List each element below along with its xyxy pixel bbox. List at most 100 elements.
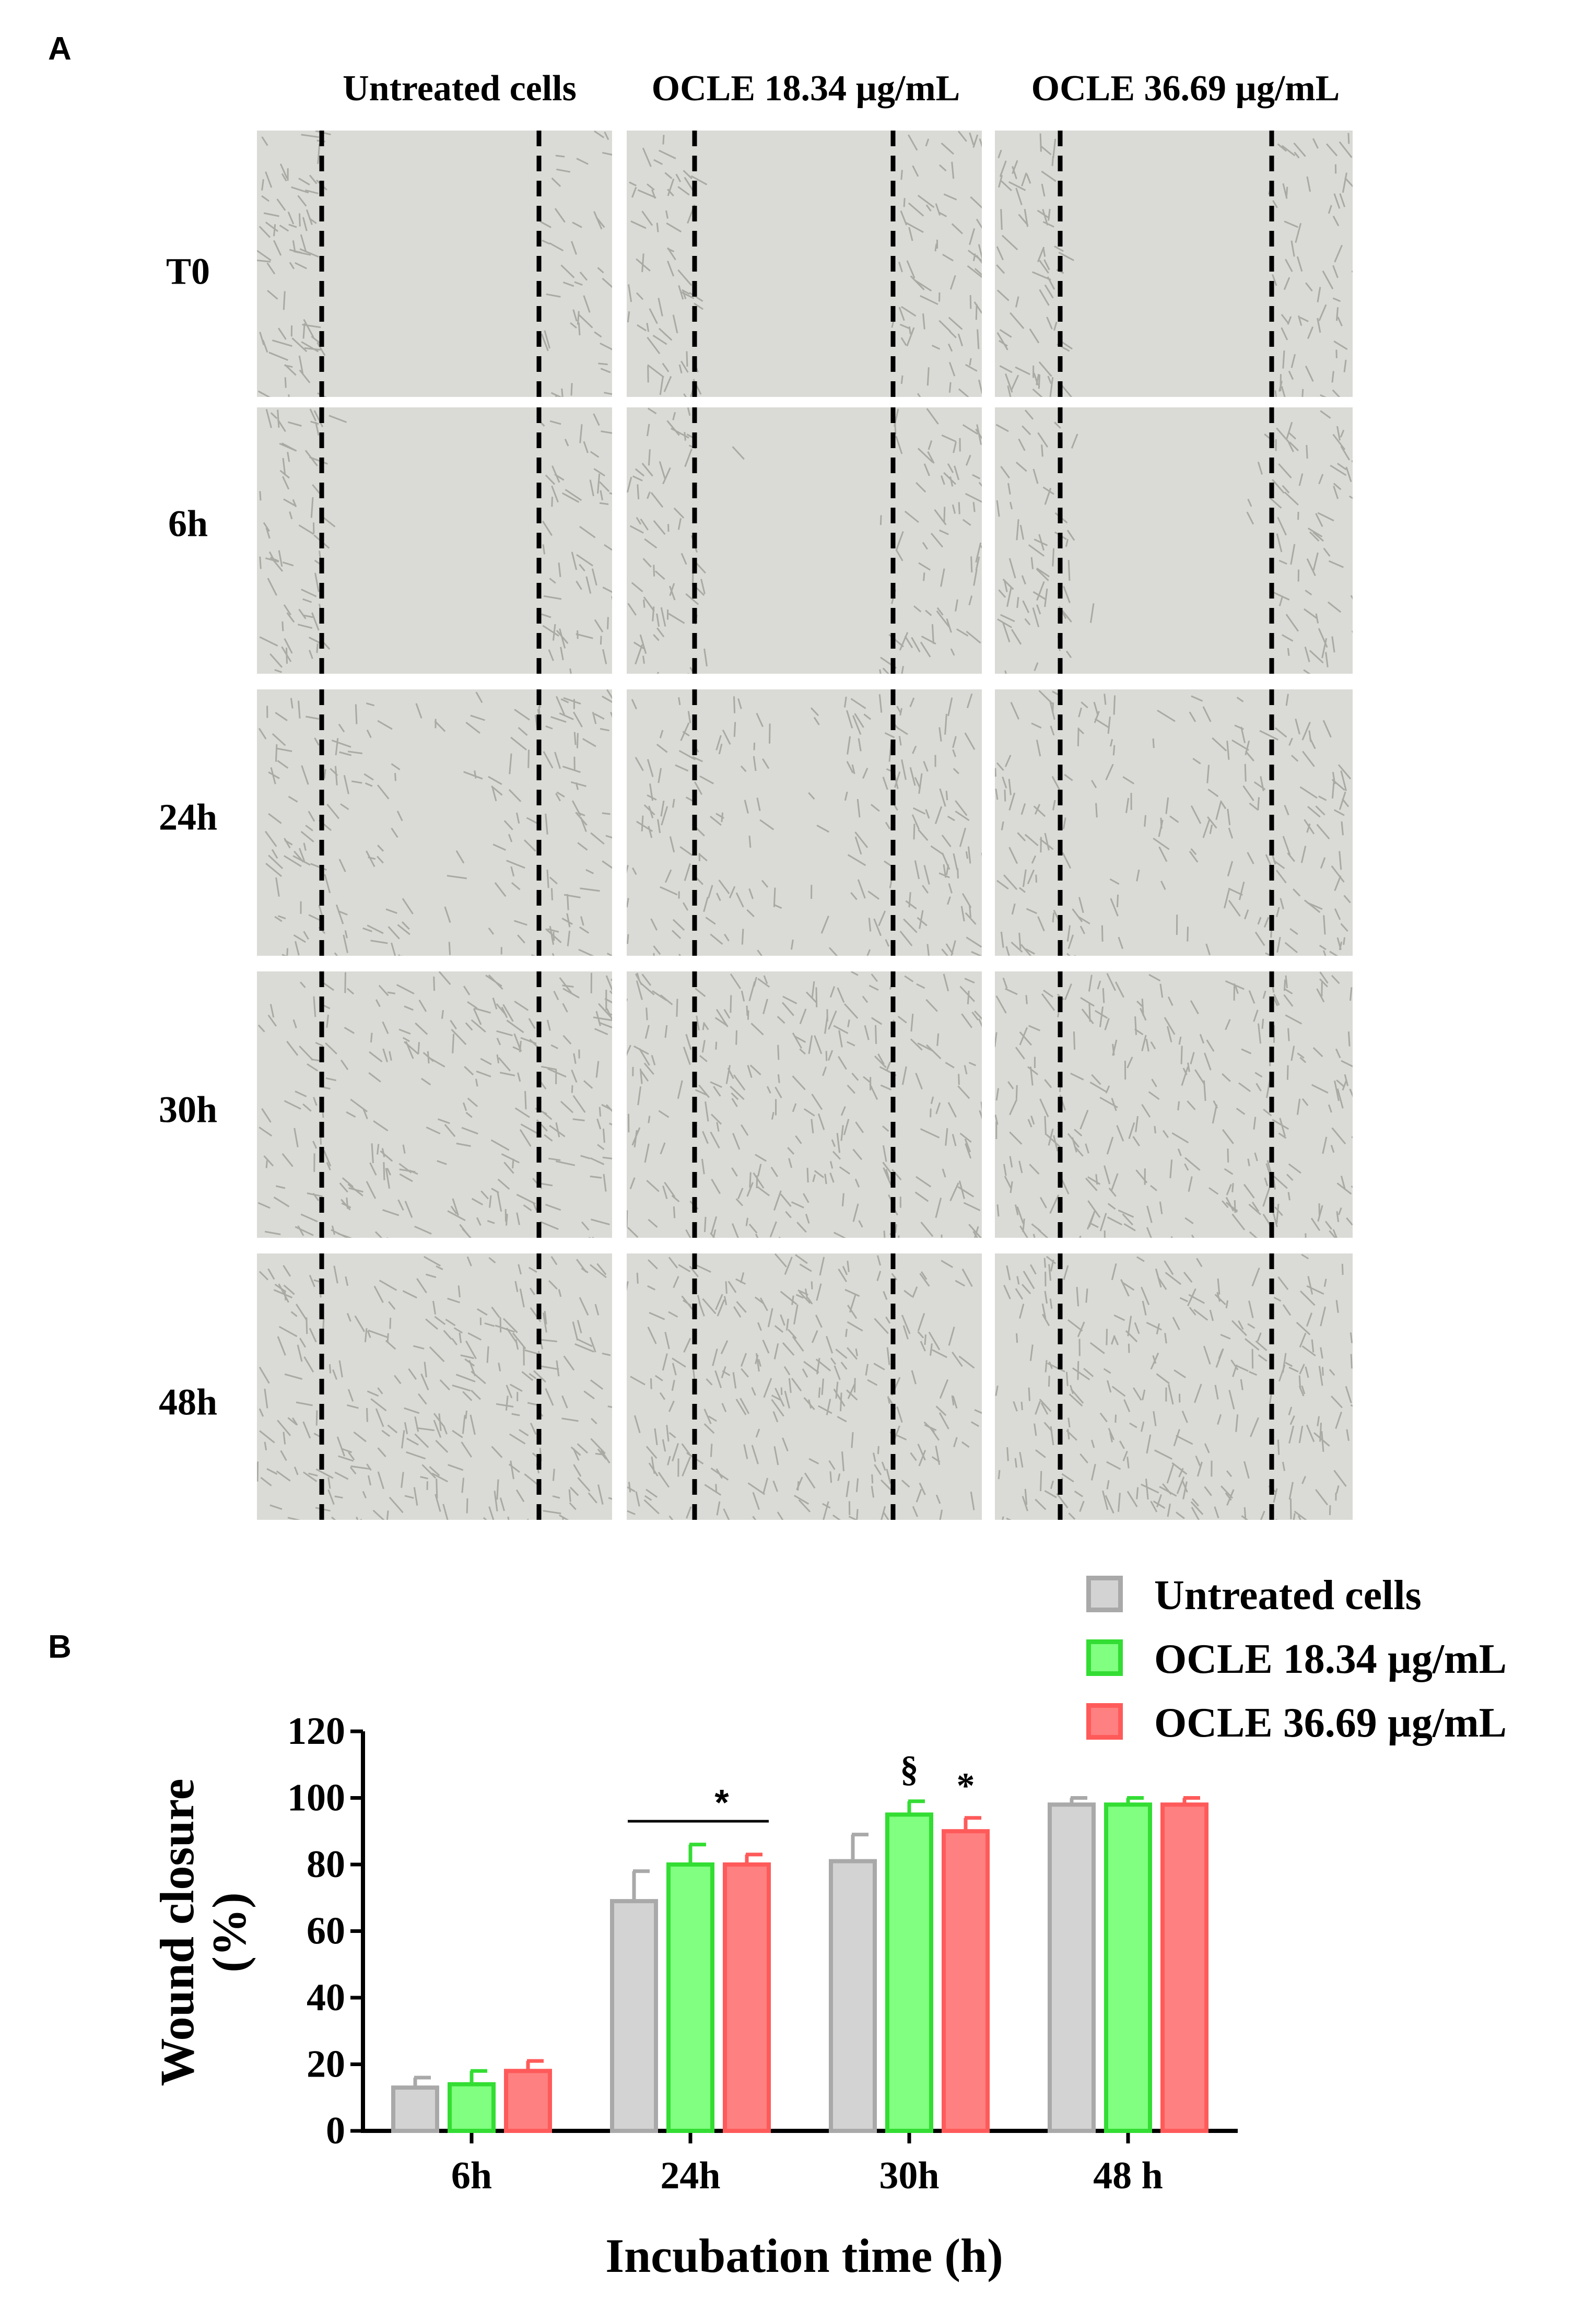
cell-mark (570, 1446, 581, 1456)
cell-mark (347, 1404, 359, 1409)
cell-mark (1122, 1282, 1135, 1291)
cell-mark (1004, 755, 1012, 767)
cell-mark (315, 1468, 334, 1479)
cell-mark (678, 364, 683, 374)
cell-mark (582, 738, 596, 747)
cell-mark (521, 1371, 534, 1381)
cell-mark (519, 1040, 522, 1052)
bar (610, 1899, 658, 2133)
cell-mark (882, 1125, 889, 1132)
cell-mark (434, 1316, 446, 1325)
cell-mark (1145, 1479, 1149, 1500)
cell-mark (404, 1407, 420, 1414)
cell-mark (856, 1509, 859, 1520)
cell-mark (1321, 638, 1328, 659)
cell-mark (703, 648, 708, 667)
cell-mark (1309, 531, 1320, 542)
cell-mark (689, 291, 703, 302)
cell-mark (590, 832, 605, 845)
cell-mark (770, 1166, 778, 1177)
cell-mark (1120, 1279, 1130, 1297)
cell-mark (523, 1204, 532, 1212)
cell-mark (996, 500, 1000, 517)
cell-mark (497, 1178, 510, 1190)
cell-mark (302, 1421, 311, 1439)
cell-mark (1228, 827, 1234, 839)
cell-mark (1044, 284, 1054, 299)
cell-mark (846, 1389, 858, 1401)
cell-mark (1111, 1335, 1116, 1345)
cell-mark (1074, 1491, 1083, 1497)
cell-mark (451, 1338, 458, 1345)
cell-mark (282, 476, 290, 490)
cell-mark (974, 1010, 982, 1020)
cell-mark (406, 1437, 419, 1446)
cell-mark (656, 613, 660, 627)
cell-mark (782, 995, 797, 1004)
cell-mark (654, 1375, 663, 1381)
cell-mark (524, 1473, 539, 1486)
cell-mark (683, 1338, 691, 1353)
cell-mark (542, 544, 546, 555)
cell-mark (762, 758, 770, 769)
cell-mark (885, 1169, 890, 1180)
cell-mark (1029, 1264, 1037, 1275)
cell-mark (1160, 881, 1166, 890)
cell-mark (972, 134, 979, 148)
cell-mark (1332, 1229, 1337, 1238)
cell-mark (1190, 805, 1202, 824)
cell-mark (356, 1517, 359, 1520)
cell-mark (438, 971, 451, 985)
cell-mark (1010, 1181, 1013, 1193)
cell-mark (257, 250, 272, 261)
cell-mark (1234, 985, 1239, 994)
cell-mark (509, 1433, 526, 1445)
cell-mark (866, 949, 871, 956)
cell-mark (1260, 1510, 1265, 1520)
cell-mark (1342, 172, 1347, 193)
cell-mark (1260, 776, 1264, 791)
cell-mark (559, 1514, 569, 1520)
cell-mark (922, 313, 925, 330)
cell-mark (684, 448, 693, 467)
cell-mark (1107, 716, 1111, 734)
cell-mark (833, 1388, 846, 1407)
cell-mark (1146, 1227, 1152, 1238)
cell-mark (351, 780, 362, 784)
cell-mark (910, 275, 925, 290)
cell-mark (1042, 247, 1046, 257)
cell-mark (590, 1175, 602, 1179)
cell-mark (627, 1486, 636, 1493)
cell-mark (590, 1438, 606, 1455)
cell-mark (555, 793, 561, 802)
cell-mark (515, 812, 520, 824)
cell-mark (1336, 1211, 1340, 1223)
cell-mark (327, 1489, 335, 1505)
cell-mark (595, 1061, 600, 1078)
cell-mark (597, 1448, 607, 1460)
cell-mark (1285, 614, 1299, 632)
cell-mark (941, 142, 955, 155)
cell-mark (952, 1396, 958, 1409)
cell-mark (1112, 1044, 1115, 1056)
cell-mark (748, 1223, 758, 1234)
cell-mark (581, 1221, 590, 1231)
cell-mark (952, 736, 957, 748)
cell-mark (803, 1361, 819, 1374)
cell-mark (335, 904, 344, 924)
cell-mark (931, 624, 934, 644)
cell-mark (1347, 1031, 1351, 1047)
cell-mark (1254, 1072, 1263, 1078)
y-tick-label: 120 (287, 1710, 345, 1753)
cell-mark (290, 1311, 298, 1317)
cell-mark (925, 204, 932, 212)
cell-mark (580, 916, 584, 926)
cell-mark (1191, 1507, 1200, 1520)
cell-mark (995, 788, 999, 800)
cell-mark (863, 1076, 872, 1084)
cell-mark (958, 388, 969, 397)
cell-mark (840, 1392, 842, 1412)
cell-mark (668, 1257, 678, 1269)
cell-mark (917, 917, 928, 927)
cell-mark (583, 1390, 595, 1400)
